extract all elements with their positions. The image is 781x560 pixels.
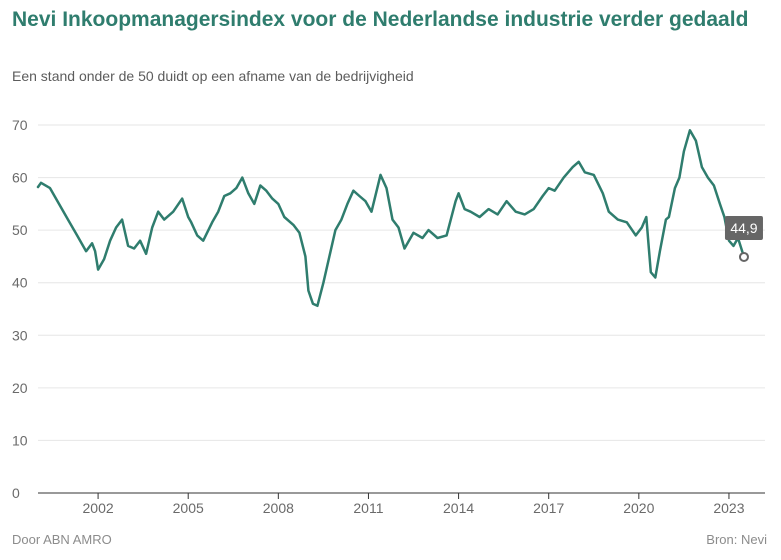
x-tick-label: 2017	[533, 500, 564, 516]
series-layer	[36, 129, 746, 308]
credit-text: Door ABN AMRO	[12, 532, 112, 547]
series-line-0	[36, 129, 746, 308]
last-value-box	[724, 216, 763, 240]
y-tick-label: 40	[12, 275, 28, 291]
line-chart: 0 10 20 30 40 50 60 70 2002 2005 2008 2011 2014 2017…	[12, 117, 765, 516]
grid-layer	[38, 124, 765, 494]
y-tick-label: 50	[12, 222, 28, 238]
source-text: Bron: Nevi	[706, 532, 767, 547]
chart-subtitle: Een stand onder de 50 duidt op een afnam…	[12, 68, 414, 84]
y-tick-label: 70	[12, 117, 28, 133]
y-tick-label: 20	[12, 380, 28, 396]
x-tick-label: 2005	[173, 500, 204, 516]
x-tick-label: 2002	[83, 500, 114, 516]
x-tick-label: 2014	[443, 500, 474, 516]
y-tick-label: 0	[12, 485, 20, 501]
x-tick-label: 2023	[713, 500, 744, 516]
y-tick-label: 30	[12, 327, 28, 343]
x-tick-label: 2011	[353, 500, 383, 516]
x-tick-label: 2008	[263, 500, 294, 516]
last-value-annotation: 44,9	[724, 216, 763, 262]
y-tick-label: 60	[12, 170, 28, 186]
x-tick-label: 2020	[623, 500, 654, 516]
last-value-marker	[738, 251, 749, 262]
chart-title: Nevi Inkoopmanagersindex voor de Nederla…	[12, 8, 749, 31]
last-value-label: 44,9	[730, 220, 757, 236]
y-tick-label: 10	[12, 432, 28, 448]
x-axis: 2002 2005 2008 2011 2014 2017 2020 2023	[83, 493, 745, 516]
y-axis: 0 10 20 30 40 50 60 70	[12, 117, 28, 501]
